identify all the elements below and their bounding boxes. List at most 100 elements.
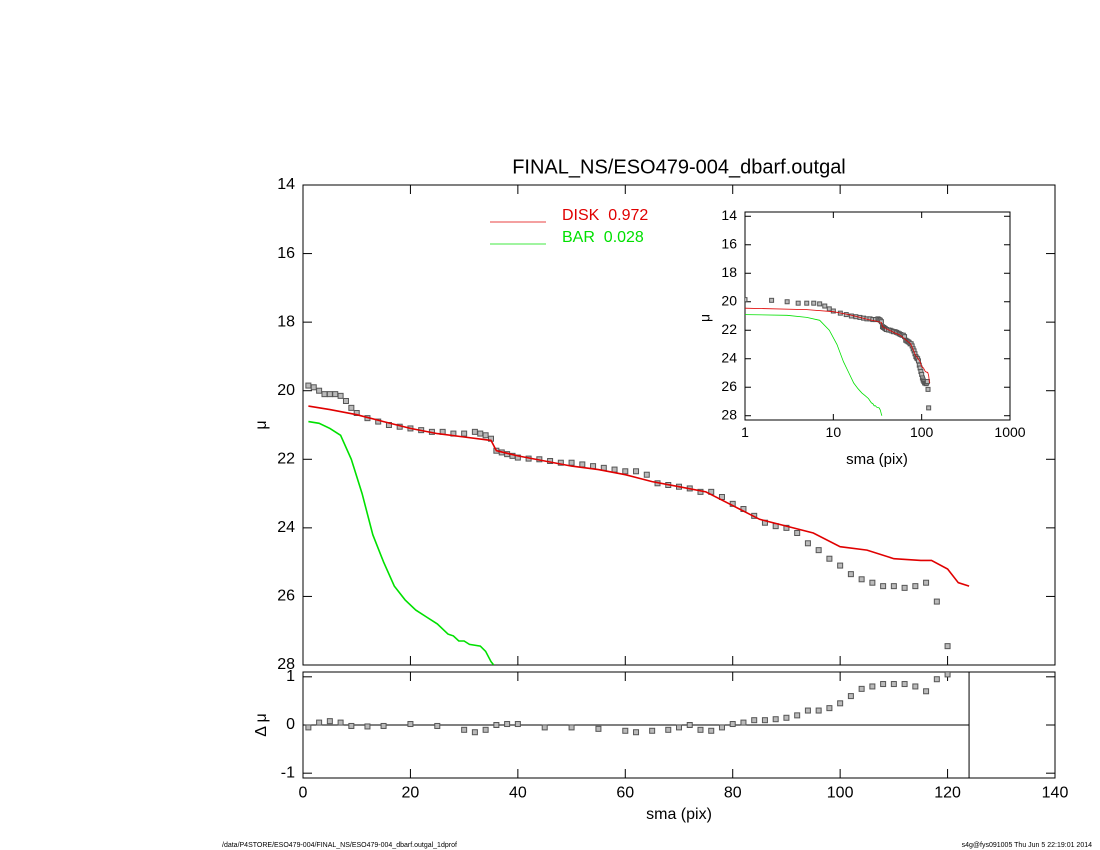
data-point: [557, 459, 564, 466]
data-point: [568, 459, 575, 466]
legend-label: BAR 0.028: [562, 229, 644, 246]
data-point: [697, 726, 704, 733]
data-point: [933, 676, 940, 683]
data-point: [471, 428, 478, 435]
data-point: [858, 685, 865, 692]
data-point: [364, 723, 371, 730]
data-point: [830, 308, 836, 314]
data-point: [826, 555, 833, 562]
y-tick-label: 28: [721, 406, 737, 422]
data-point: [740, 719, 747, 726]
x-tick-label: 0: [299, 784, 308, 801]
data-point: [880, 583, 887, 590]
plot-frame: [302, 184, 1056, 666]
x-axis-label: sma (pix): [646, 806, 712, 823]
data-point: [869, 579, 876, 586]
x-tick-label: 20: [402, 784, 420, 801]
y-tick-label: 28: [277, 656, 295, 673]
data-point: [772, 716, 779, 723]
data-point: [321, 391, 328, 398]
data-point: [633, 468, 640, 475]
data-point: [482, 726, 489, 733]
data-point: [783, 714, 790, 721]
data-point: [804, 540, 811, 547]
data-point: [933, 598, 940, 605]
data-point: [751, 717, 758, 724]
data-point: [337, 719, 344, 726]
data-point: [305, 724, 312, 731]
y-axis-label: Δ μ: [253, 713, 270, 736]
data-point: [676, 724, 682, 731]
x-tick-label: 120: [934, 784, 961, 801]
footer-left: /data/P4STORE/ESO479-004/FINAL_NS/ESO479…: [222, 842, 457, 849]
data-point: [794, 530, 801, 536]
data-point: [804, 707, 811, 714]
data-point: [858, 576, 865, 583]
data-point: [541, 724, 548, 731]
data-point: [718, 724, 725, 731]
data-point: [784, 299, 790, 305]
legend-label: DISK 0.972: [562, 207, 648, 224]
chart-title: FINAL_NS/ESO479-004_dbarf.outgal: [512, 156, 846, 178]
data-point: [514, 721, 521, 728]
data-point: [579, 461, 586, 468]
data-point: [944, 672, 951, 678]
data-point: [305, 382, 312, 389]
x-tick-label: 100: [827, 784, 854, 801]
x-tick-label: 60: [616, 784, 634, 801]
data-point: [912, 583, 919, 590]
data-point: [686, 722, 693, 728]
data-point: [847, 571, 854, 578]
data-point: [815, 547, 822, 554]
data-point: [326, 391, 333, 398]
footer-right: s4g@fys091005 Thu Jun 5 22:19:01 2014: [962, 842, 1092, 849]
data-point: [944, 643, 951, 650]
data-point: [811, 300, 817, 306]
data-point: [595, 725, 602, 732]
data-point: [761, 717, 768, 724]
data-point: [837, 700, 844, 707]
data-point: [794, 712, 801, 719]
data-point: [815, 707, 822, 714]
inset-y-label: μ: [697, 314, 713, 322]
series-line: [745, 314, 883, 416]
data-point: [817, 301, 823, 307]
data-point: [461, 430, 468, 437]
data-point: [471, 729, 478, 736]
data-point: [708, 727, 715, 734]
data-point: [342, 398, 349, 404]
data-point: [611, 466, 618, 473]
data-point: [890, 583, 897, 590]
data-point: [847, 693, 854, 700]
data-point: [912, 683, 919, 690]
y-axis-label: μ: [253, 420, 270, 429]
y-tick-label: 20: [721, 292, 737, 308]
data-point: [826, 306, 832, 312]
inset-x-label: sma (pix): [846, 451, 908, 468]
data-point: [643, 471, 650, 478]
data-point: [880, 681, 887, 688]
y-tick-label: 16: [277, 245, 295, 262]
y-tick-label: 22: [721, 321, 737, 337]
x-tick-label: 1: [741, 424, 749, 440]
x-tick-label: 100: [910, 424, 934, 440]
data-point: [493, 722, 500, 728]
x-tick-label: 140: [1042, 784, 1069, 801]
inset-background: [745, 212, 1010, 420]
y-tick-label: 0: [286, 716, 295, 733]
data-point: [890, 681, 897, 688]
x-tick-label: 1000: [994, 424, 1025, 440]
y-tick-label: 22: [277, 451, 295, 468]
data-point: [568, 724, 575, 731]
plot-area: [305, 672, 951, 736]
series-line: [308, 405, 970, 587]
data-point: [348, 404, 355, 411]
data-point: [822, 303, 828, 309]
data-point: [326, 718, 333, 725]
data-point: [869, 683, 876, 690]
y-tick-label: 20: [277, 382, 295, 399]
data-point: [332, 391, 339, 398]
data-point: [622, 727, 629, 734]
data-point: [729, 721, 736, 728]
